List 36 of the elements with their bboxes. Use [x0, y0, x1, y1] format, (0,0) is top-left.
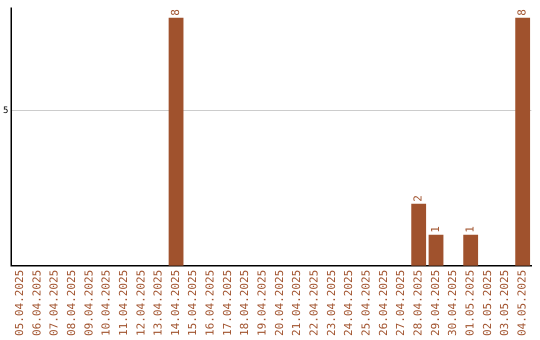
x-tick-label: 25.04.2025: [360, 270, 373, 336]
x-tick-label: 26.04.2025: [376, 270, 390, 336]
x-tick-label: 22.04.2025: [308, 270, 321, 336]
x-tick-label: 13.04.2025: [152, 270, 165, 336]
x-tick-label: 08.04.2025: [64, 270, 78, 336]
x-tick-label: 17.04.2025: [220, 270, 234, 336]
x-tick-label: 23.04.2025: [324, 270, 338, 336]
x-tick-label: 12.04.2025: [134, 270, 148, 336]
x-tick-label: 28.04.2025: [412, 270, 425, 336]
data-label: 8: [516, 9, 529, 16]
x-tick-label: 27.04.2025: [394, 270, 408, 336]
x-tick-label: 11.04.2025: [116, 270, 130, 336]
x-tick-label: 20.04.2025: [272, 270, 286, 336]
x-tick-label: 06.04.2025: [30, 270, 44, 336]
x-tick-label: 02.05.2025: [480, 270, 494, 336]
y-tick-label: 5: [2, 106, 8, 116]
x-tick-label: 18.04.2025: [238, 270, 252, 336]
data-label: 1: [464, 226, 477, 233]
x-tick-label: 01.05.2025: [464, 270, 477, 336]
x-tick-label: 14.04.2025: [168, 270, 182, 336]
x-tick-label: 04.05.2025: [516, 270, 529, 336]
data-label: 2: [412, 195, 425, 202]
x-tick-label: 10.04.2025: [100, 270, 113, 336]
x-tick-label: 24.04.2025: [342, 270, 356, 336]
x-tick-label: 09.04.2025: [82, 270, 96, 336]
x-tick-label: 05.04.2025: [12, 270, 26, 336]
data-label: 8: [168, 9, 182, 16]
x-tick-label: 21.04.2025: [290, 270, 304, 336]
x-tick-label: 07.04.2025: [48, 270, 61, 336]
x-tick-label: 19.04.2025: [256, 270, 269, 336]
x-tick-label: 30.04.2025: [446, 270, 460, 336]
x-tick-label: 15.04.2025: [186, 270, 200, 336]
x-tick-label: 03.05.2025: [498, 270, 512, 336]
x-tick-label: 29.04.2025: [428, 270, 442, 336]
x-tick-label: 16.04.2025: [204, 270, 217, 336]
data-label: 1: [428, 226, 442, 233]
